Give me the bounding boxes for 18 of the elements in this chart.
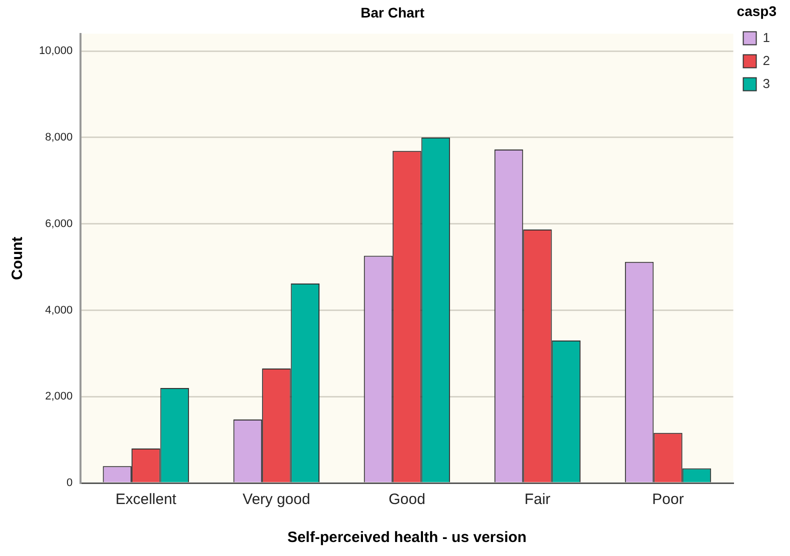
legend-label: 3	[762, 76, 770, 91]
legend-label: 1	[762, 30, 770, 45]
y-tick-label: 10,000	[38, 45, 73, 58]
x-axis-title: Self-perceived health - us version	[287, 529, 527, 546]
chart-title: Bar Chart	[360, 4, 425, 20]
y-axis-title: Count	[9, 236, 26, 280]
y-tick-label: 8,000	[45, 131, 73, 144]
x-tick-label: Fair	[524, 491, 550, 508]
legend-label: 2	[762, 52, 770, 68]
y-tick-label: 4,000	[45, 304, 73, 316]
x-tick-label: Good	[388, 491, 426, 508]
y-tick-label: 6,000	[45, 218, 73, 230]
legend-title: casp3	[736, 2, 777, 19]
y-tick-label: 0	[66, 477, 73, 490]
y-tick-label: 2,000	[45, 390, 73, 403]
x-tick-label: Excellent	[115, 491, 178, 508]
x-tick-label: Very good	[242, 491, 310, 508]
x-tick-label: Poor	[652, 491, 684, 508]
